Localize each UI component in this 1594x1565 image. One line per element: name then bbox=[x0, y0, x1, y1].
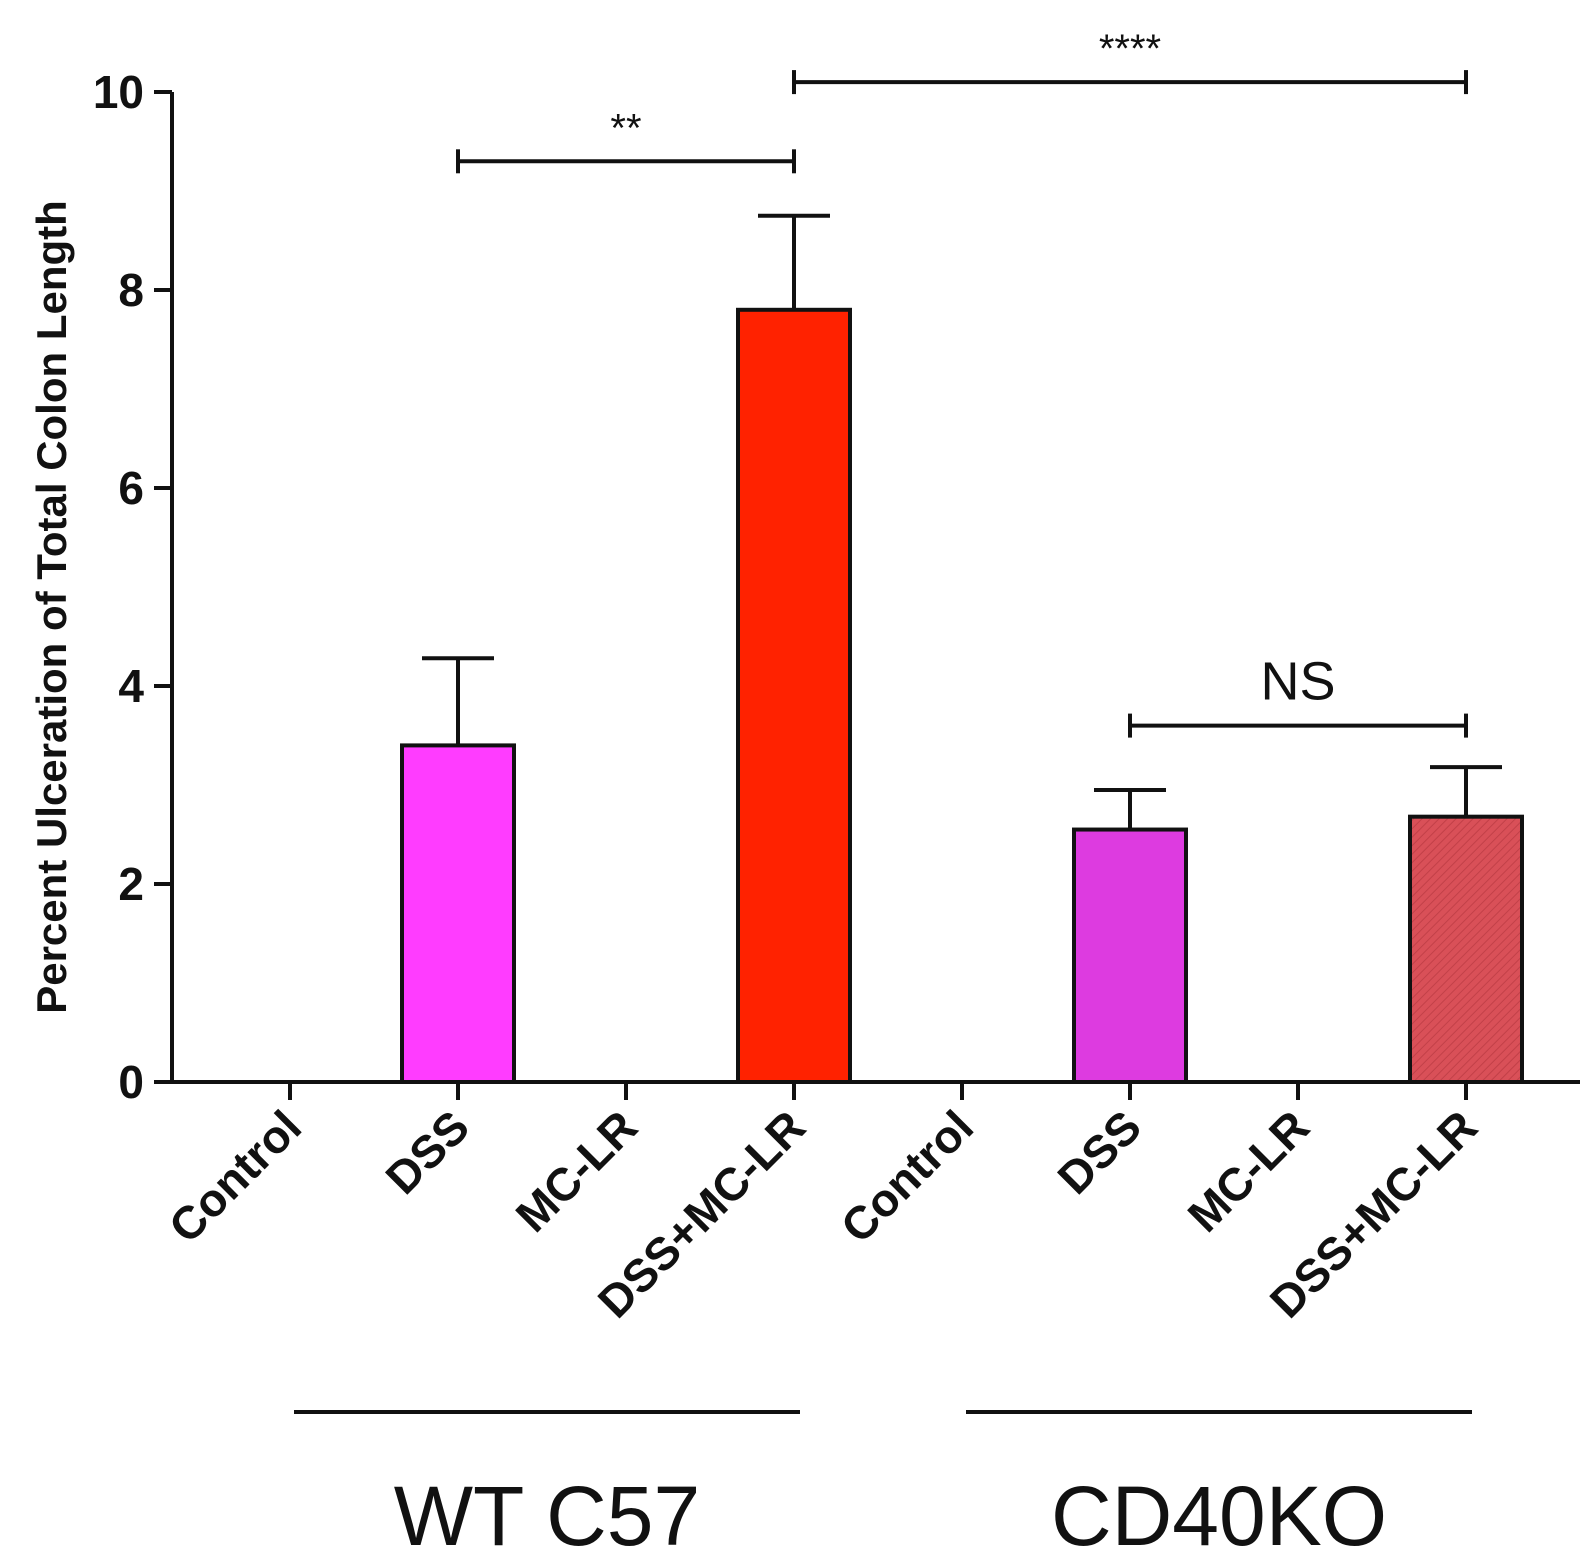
category-label: Control bbox=[831, 1100, 983, 1252]
category-label: MC-LR bbox=[1178, 1100, 1320, 1242]
bar-dss bbox=[400, 743, 516, 1085]
bar-dss-mc-lr bbox=[1408, 814, 1524, 1084]
category-label: Control bbox=[159, 1100, 311, 1252]
y-tick-label: 4 bbox=[118, 660, 144, 712]
y-tick-label: 8 bbox=[118, 264, 144, 316]
group-label: CD40KO bbox=[1051, 1469, 1387, 1563]
significance-label: NS bbox=[1260, 652, 1335, 712]
y-tick-label: 10 bbox=[93, 66, 144, 118]
y-axis-title: Percent Ulceration of Total Colon Length bbox=[28, 200, 75, 1014]
category-label: MC-LR bbox=[506, 1100, 648, 1242]
category-label: DSS bbox=[375, 1100, 479, 1204]
bar-dss bbox=[1072, 827, 1188, 1084]
bar-dss-mc-lr bbox=[736, 307, 852, 1084]
y-tick-label: 6 bbox=[118, 462, 144, 514]
significance-label: ** bbox=[610, 106, 641, 150]
y-tick-label: 0 bbox=[118, 1056, 144, 1108]
y-tick-label: 2 bbox=[118, 858, 144, 910]
group-label: WT C57 bbox=[394, 1469, 701, 1563]
significance-label: **** bbox=[1099, 27, 1161, 71]
category-label: DSS bbox=[1047, 1100, 1151, 1204]
